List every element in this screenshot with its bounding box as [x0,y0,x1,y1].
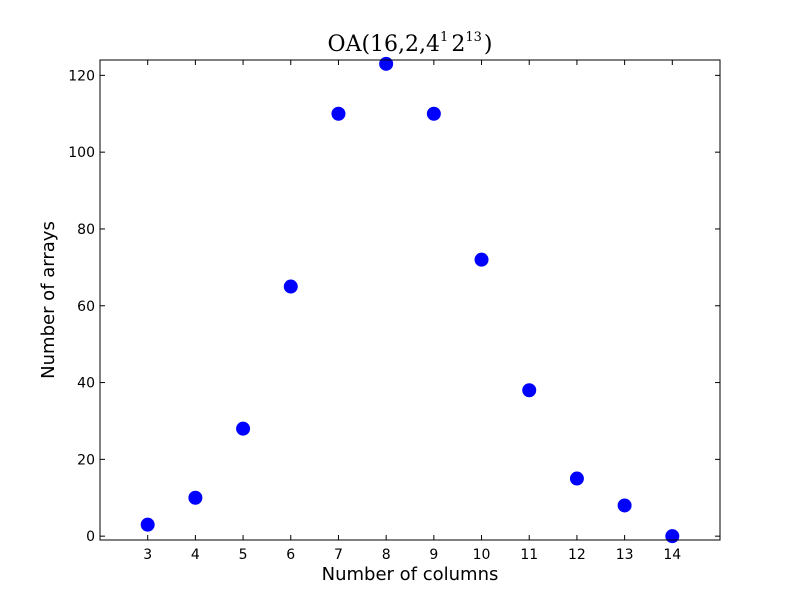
y-tick-label: 100 [68,145,95,161]
plot-frame [99,59,721,541]
x-tick-label: 13 [616,547,634,563]
x-tick-label: 9 [429,547,438,563]
y-tick-label: 60 [77,299,95,315]
data-point [188,490,203,505]
axis-ticks: 3 4 5 6 7 8 9 10 11 12 13 14 0 20 40 60 80 100 120 [68,60,720,563]
data-point [522,383,537,398]
data-point [617,498,632,513]
data-point [426,106,441,121]
x-tick-label: 8 [382,547,391,563]
x-tick-label: 7 [334,547,343,563]
chart-title: OA(16,2,41 213) [328,30,493,57]
y-tick-label: 80 [77,222,95,238]
data-point [474,252,489,267]
y-tick-label: 20 [77,452,95,468]
x-tick-label: 12 [568,547,586,563]
y-tick-label: 40 [77,376,95,392]
y-axis-label: Number of arrays [38,221,59,379]
x-tick-label: 10 [473,547,491,563]
x-tick-label: 4 [191,547,200,563]
data-point [665,529,680,544]
x-axis-label: Number of columns [322,564,499,585]
data-point [331,106,346,121]
x-tick-label: 5 [239,547,248,563]
data-point [569,471,584,486]
x-tick-label: 3 [143,547,152,563]
data-point [379,56,394,71]
y-tick-label: 120 [68,68,95,84]
x-tick-label: 6 [286,547,295,563]
y-tick-label: 0 [86,529,95,545]
data-point [236,421,251,436]
data-point [283,279,298,294]
data-point [140,517,155,532]
x-tick-label: 11 [520,547,538,563]
x-tick-label: 14 [663,547,681,563]
data-points [140,56,680,544]
